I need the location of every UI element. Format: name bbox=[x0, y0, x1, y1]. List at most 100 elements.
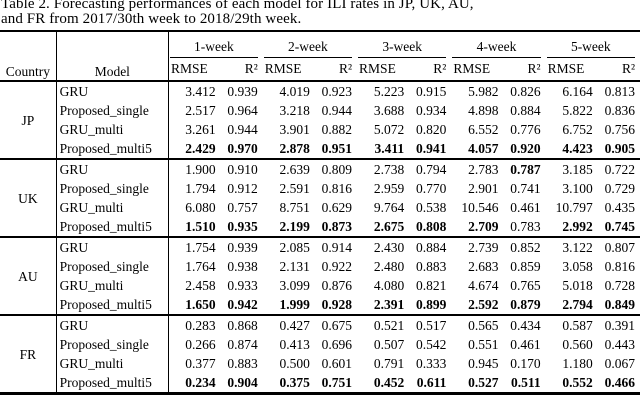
r2-value: 0.770 bbox=[415, 181, 447, 196]
rmse-value: 2.675 bbox=[373, 219, 405, 234]
r2-value: 0.675 bbox=[311, 314, 358, 335]
r2-value: 0.443 bbox=[604, 337, 635, 352]
model-label: GRU_multi bbox=[56, 198, 169, 217]
r2-value: 0.776 bbox=[510, 122, 541, 137]
header-week-1: 1-week bbox=[168, 31, 262, 58]
rmse-value: 0.560 bbox=[562, 337, 593, 352]
rmse-value: 2.878 bbox=[279, 141, 310, 156]
r2-value: 0.859 bbox=[510, 259, 541, 274]
rmse-value: 0.945 bbox=[468, 356, 499, 371]
r2-value: 0.899 bbox=[415, 297, 447, 312]
r2-value: 0.745 bbox=[604, 219, 635, 234]
r2-value: 0.820 bbox=[415, 122, 447, 137]
rmse-value: 9.764 bbox=[373, 200, 405, 215]
table-row: Proposed_single 1.794 0.912 2.591 0.816 2.959… bbox=[0, 179, 640, 198]
rmse-value: 2.639 bbox=[262, 158, 312, 179]
r2-value: 0.601 bbox=[321, 356, 353, 371]
model-label: Proposed_multi5 bbox=[56, 139, 169, 159]
r2-value: 0.813 bbox=[594, 80, 640, 101]
rmse-value: 3.901 bbox=[279, 122, 310, 137]
table-row: FR GRU 0.283 0.868 0.427 0.675 0.521 0.517 0.565… bbox=[0, 314, 640, 394]
header-r2: R² bbox=[594, 58, 640, 82]
rmse-value: 0.551 bbox=[468, 337, 499, 352]
r2-value: 0.912 bbox=[227, 181, 258, 196]
rmse-value: 0.587 bbox=[545, 314, 595, 335]
model-label: Proposed_multi5 bbox=[56, 217, 169, 237]
rmse-value: 1.180 bbox=[562, 356, 593, 371]
r2-value: 0.938 bbox=[227, 259, 258, 274]
model-label: GRU bbox=[56, 236, 169, 257]
rmse-value: 4.674 bbox=[468, 278, 499, 293]
rmse-value: 0.552 bbox=[562, 375, 593, 390]
r2-value: 0.333 bbox=[415, 356, 447, 371]
week-label: 1-week bbox=[169, 39, 258, 58]
r2-value: 0.879 bbox=[510, 297, 541, 312]
rmse-value: 10.797 bbox=[555, 200, 593, 215]
header-r2: R² bbox=[500, 58, 546, 82]
table-row: Proposed_multi5 0.234 0.904 0.375 0.751 0.452… bbox=[0, 373, 640, 394]
rmse-value: 2.458 bbox=[185, 278, 216, 293]
rmse-value: 2.739 bbox=[451, 236, 501, 257]
r2-value: 0.461 bbox=[510, 337, 541, 352]
r2-value: 0.836 bbox=[604, 103, 635, 118]
r2-value: 0.696 bbox=[321, 337, 353, 352]
rmse-value: 6.752 bbox=[562, 122, 593, 137]
rmse-value: 1.999 bbox=[279, 297, 310, 312]
table-row: AU GRU 1.754 0.939 2.085 0.914 2.430 0.884 2.739… bbox=[0, 236, 640, 315]
header-week-2: 2-week bbox=[263, 31, 357, 58]
rmse-value: 5.223 bbox=[357, 80, 407, 101]
r2-value: 0.942 bbox=[227, 297, 258, 312]
r2-value: 0.852 bbox=[500, 236, 546, 257]
rmse-value: 3.058 bbox=[562, 259, 593, 274]
r2-value: 0.934 bbox=[415, 103, 447, 118]
r2-value: 0.461 bbox=[510, 200, 541, 215]
r2-value: 0.434 bbox=[500, 314, 546, 335]
header-r2: R² bbox=[311, 58, 358, 82]
r2-value: 0.826 bbox=[500, 80, 546, 101]
table-header: Country Model 1-week 2-week 3-week 4-wee… bbox=[0, 31, 640, 82]
country-label: UK bbox=[0, 158, 57, 237]
model-label: Proposed_single bbox=[56, 335, 169, 354]
r2-value: 0.821 bbox=[415, 278, 447, 293]
r2-value: 0.914 bbox=[311, 236, 358, 257]
rmse-value: 2.901 bbox=[468, 181, 499, 196]
r2-value: 0.511 bbox=[510, 375, 541, 390]
r2-value: 0.939 bbox=[217, 80, 263, 101]
rmse-value: 3.100 bbox=[562, 181, 593, 196]
rmse-value: 0.507 bbox=[373, 337, 405, 352]
r2-value: 0.964 bbox=[227, 103, 258, 118]
r2-value: 0.883 bbox=[415, 259, 447, 274]
header-model: Model bbox=[56, 31, 169, 81]
header-r2: R² bbox=[406, 58, 452, 82]
header-rmse: RMSE bbox=[357, 58, 407, 82]
table-body: JP GRU 3.412 0.939 4.019 0.923 5.223 0.915 5.982… bbox=[0, 80, 640, 394]
rmse-value: 0.500 bbox=[279, 356, 310, 371]
rmse-value: 0.527 bbox=[468, 375, 499, 390]
r2-value: 0.751 bbox=[321, 375, 353, 390]
table-row: UK GRU 1.900 0.910 2.639 0.809 2.738 0.794 2.783… bbox=[0, 158, 640, 237]
r2-value: 0.067 bbox=[604, 356, 635, 371]
rmse-value: 0.427 bbox=[262, 314, 312, 335]
rmse-value: 0.565 bbox=[451, 314, 501, 335]
table-row: Proposed_single 2.517 0.964 3.218 0.944 3.688… bbox=[0, 101, 640, 120]
rmse-value: 6.080 bbox=[185, 200, 216, 215]
r2-value: 0.466 bbox=[604, 375, 635, 390]
r2-value: 0.951 bbox=[321, 141, 353, 156]
rmse-value: 5.822 bbox=[562, 103, 593, 118]
r2-value: 0.794 bbox=[406, 158, 452, 179]
r2-value: 0.807 bbox=[594, 236, 640, 257]
rmse-value: 3.412 bbox=[168, 80, 218, 101]
table-row: JP GRU 3.412 0.939 4.019 0.923 5.223 0.915 5.982… bbox=[0, 80, 640, 159]
rmse-value: 2.959 bbox=[373, 181, 405, 196]
table-row: Proposed_multi5 1.510 0.935 2.199 0.873 2.675… bbox=[0, 217, 640, 237]
r2-value: 0.868 bbox=[217, 314, 263, 335]
model-label: GRU bbox=[56, 314, 169, 335]
r2-value: 0.873 bbox=[321, 219, 353, 234]
r2-value: 0.905 bbox=[604, 141, 635, 156]
rmse-value: 6.552 bbox=[468, 122, 499, 137]
r2-value: 0.611 bbox=[416, 375, 447, 390]
r2-value: 0.939 bbox=[217, 236, 263, 257]
rmse-value: 5.018 bbox=[562, 278, 593, 293]
model-label: GRU_multi bbox=[56, 120, 169, 139]
